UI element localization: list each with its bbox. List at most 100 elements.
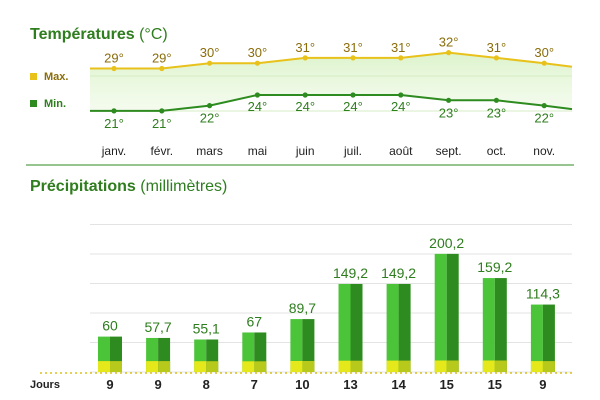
min-point	[302, 92, 308, 98]
max-value-label: 30°	[200, 45, 220, 60]
max-value-label: 30°	[534, 45, 554, 60]
rain-days-label: 9	[539, 377, 546, 392]
min-value-label: 23°	[439, 105, 459, 120]
precip-bar-right	[398, 283, 411, 372]
series-max-line	[90, 51, 573, 70]
month-label: juin	[295, 144, 315, 158]
precip-bar-day-right	[206, 361, 219, 372]
rain-days-label: 9	[106, 377, 113, 392]
min-point	[493, 97, 499, 103]
precip-bar-day-left	[290, 361, 303, 372]
precip-bar-day-left	[194, 361, 207, 372]
max-point	[493, 55, 499, 61]
legend-min-label: Min.	[44, 98, 66, 110]
month-label: janv.	[101, 144, 126, 158]
min-value-label: 24°	[295, 99, 315, 114]
max-value-label: 31°	[487, 40, 507, 55]
max-point	[398, 55, 404, 61]
max-value-label: 30°	[248, 45, 268, 60]
precip-bar-day-right	[446, 360, 459, 372]
max-value-label: 31°	[295, 40, 315, 55]
min-value-label: 24°	[248, 99, 268, 114]
max-point	[207, 60, 213, 66]
min-value-label: 22°	[200, 111, 220, 126]
rain-days-title: Jours	[30, 379, 60, 391]
precip-bar-day-right	[494, 360, 507, 372]
precip-bar-day-right	[398, 360, 411, 372]
month-label: mai	[248, 144, 267, 158]
rain-days-label: 15	[439, 377, 453, 392]
temperature-title-text: Températures	[30, 26, 135, 43]
precip-value-label: 57,7	[144, 319, 171, 335]
max-value-label: 31°	[391, 40, 411, 55]
precip-bar-left	[482, 278, 495, 372]
precip-bar-day-right	[542, 361, 555, 372]
precip-value-label: 89,7	[289, 300, 316, 316]
max-point	[541, 60, 547, 66]
precip-bar-right	[446, 253, 459, 372]
min-point	[350, 92, 356, 98]
rain-days-label: 14	[391, 377, 406, 392]
legend-max-swatch	[30, 73, 37, 80]
precipitation-title: Précipitations (millimètres)	[30, 178, 227, 196]
rain-days-label: 7	[251, 377, 258, 392]
precipitation-unit: (millimètres)	[140, 178, 228, 195]
precip-bar-left	[434, 253, 447, 372]
min-value-label: 21°	[104, 116, 124, 131]
precip-bar-left	[338, 283, 351, 372]
rain-days-label: 8	[203, 377, 210, 392]
precip-bar-day-left	[386, 360, 399, 372]
min-point	[398, 92, 404, 98]
precip-bar-day-left	[338, 360, 351, 372]
min-point	[159, 108, 165, 114]
month-label: févr.	[150, 144, 173, 158]
temperature-unit: (°C)	[139, 26, 168, 43]
max-point	[111, 65, 117, 72]
precip-bar-day-left	[530, 361, 543, 372]
month-label: oct.	[487, 144, 506, 158]
legend-min-swatch	[30, 100, 37, 107]
max-value-label: 32°	[439, 35, 459, 50]
rain-days-label: 15	[488, 377, 502, 392]
min-value-label: 22°	[534, 111, 554, 126]
max-value-label: 29°	[104, 51, 124, 66]
rain-days-label: 10	[295, 377, 309, 392]
precip-bar-left	[530, 304, 543, 372]
precip-bar-day-left	[482, 360, 495, 372]
temperature-title: Températures (°C)	[30, 26, 168, 44]
precip-bar-day-right	[110, 361, 122, 372]
precip-value-label: 159,2	[477, 259, 512, 275]
precip-bar-right	[350, 283, 363, 372]
precip-bar-right	[542, 304, 555, 372]
precip-value-label: 149,2	[381, 265, 416, 281]
precip-bar-right	[302, 319, 315, 372]
precip-bar-day-left	[98, 361, 110, 372]
min-point	[541, 103, 547, 109]
precip-value-label: 200,2	[429, 235, 464, 251]
precip-value-label: 67	[247, 313, 263, 329]
precip-bar-day-right	[254, 361, 267, 372]
precip-bar-right	[494, 278, 507, 372]
max-value-label: 29°	[152, 51, 172, 66]
max-value-label: 31°	[343, 40, 363, 55]
rain-days-label: 13	[343, 377, 357, 392]
max-point	[302, 55, 308, 61]
precip-bar-day-right	[158, 361, 171, 372]
precip-bar-day-left	[242, 361, 255, 372]
precip-value-label: 149,2	[333, 265, 368, 281]
max-point	[446, 50, 452, 56]
min-point	[254, 92, 260, 98]
precip-value-label: 55,1	[193, 320, 220, 336]
min-value-label: 23°	[487, 105, 507, 120]
max-point	[350, 55, 356, 61]
min-value-label: 24°	[391, 99, 411, 114]
precip-value-label: 114,3	[526, 286, 560, 302]
precip-bar-day-right	[302, 361, 315, 372]
min-value-label: 21°	[152, 116, 172, 131]
month-label: sept.	[436, 144, 462, 158]
precip-bar-day-right	[350, 360, 363, 372]
min-value-label: 24°	[343, 99, 363, 114]
precipitation-title-text: Précipitations	[30, 178, 136, 195]
precip-bar-left	[386, 283, 399, 372]
max-point	[159, 65, 165, 72]
